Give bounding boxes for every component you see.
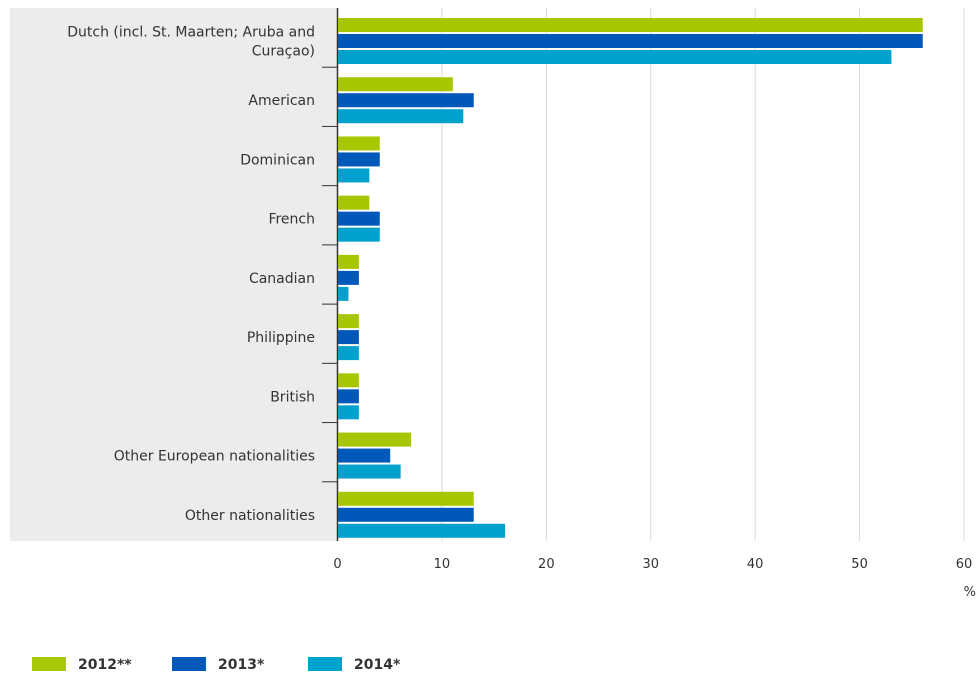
category-labels: Dutch (incl. St. Maarten; Aruba and Curaç… bbox=[67, 25, 315, 524]
x-tick-label: 50 bbox=[851, 557, 868, 572]
x-tick-label: 40 bbox=[747, 557, 764, 572]
category-label: Curaçao) bbox=[252, 44, 315, 60]
bar bbox=[338, 211, 380, 226]
bar bbox=[338, 373, 359, 388]
category-label: Philippine bbox=[247, 330, 315, 346]
bar bbox=[338, 34, 923, 48]
category-ticks bbox=[322, 66, 337, 483]
legend-label: 2013* bbox=[218, 657, 265, 673]
x-tick-label: 10 bbox=[434, 557, 451, 572]
category-panel bbox=[10, 8, 337, 541]
x-tick-label: 30 bbox=[642, 557, 659, 572]
category-label: Other nationalities bbox=[185, 508, 315, 524]
bar bbox=[338, 50, 892, 64]
x-tick-label: 20 bbox=[538, 557, 555, 572]
bar bbox=[338, 405, 359, 420]
bar bbox=[338, 109, 464, 124]
grid bbox=[441, 8, 965, 541]
bar bbox=[338, 254, 359, 269]
bar bbox=[338, 330, 359, 345]
category-label: French bbox=[268, 212, 315, 228]
bar bbox=[338, 18, 923, 32]
bar bbox=[338, 286, 349, 301]
bar bbox=[338, 448, 391, 463]
x-tick-label: 0 bbox=[333, 557, 341, 572]
bar bbox=[338, 168, 370, 183]
bar bbox=[338, 491, 474, 506]
x-axis-unit-label: % bbox=[964, 585, 976, 600]
legend-swatch bbox=[172, 657, 206, 671]
category-label: Other European nationalities bbox=[114, 449, 315, 465]
legend-label: 2012** bbox=[78, 657, 132, 673]
bars bbox=[338, 18, 923, 538]
category-label: Dutch (incl. St. Maarten; Aruba and bbox=[67, 25, 315, 41]
legend: 2012** 2013* 2014* bbox=[32, 657, 401, 673]
bar bbox=[338, 432, 412, 447]
category-label: American bbox=[248, 93, 315, 109]
bar bbox=[338, 152, 380, 167]
bar bbox=[338, 270, 359, 285]
bar bbox=[338, 195, 370, 210]
bar bbox=[338, 464, 401, 479]
bar bbox=[338, 314, 359, 329]
bar bbox=[338, 136, 380, 151]
legend-swatch bbox=[308, 657, 342, 671]
legend-label: 2014* bbox=[354, 657, 401, 673]
bar bbox=[338, 507, 474, 522]
category-label: Dominican bbox=[240, 152, 315, 168]
x-tick-label: 60 bbox=[956, 557, 973, 572]
category-label: British bbox=[270, 389, 315, 405]
bar bbox=[338, 523, 506, 538]
category-label: Canadian bbox=[249, 271, 315, 287]
bar bbox=[338, 227, 380, 242]
bar bbox=[338, 346, 359, 361]
bar bbox=[338, 93, 474, 108]
x-tick-labels: 0 10 20 30 40 50 60 bbox=[333, 557, 972, 572]
bar bbox=[338, 389, 359, 404]
bar bbox=[338, 77, 453, 92]
legend-swatch bbox=[32, 657, 66, 671]
